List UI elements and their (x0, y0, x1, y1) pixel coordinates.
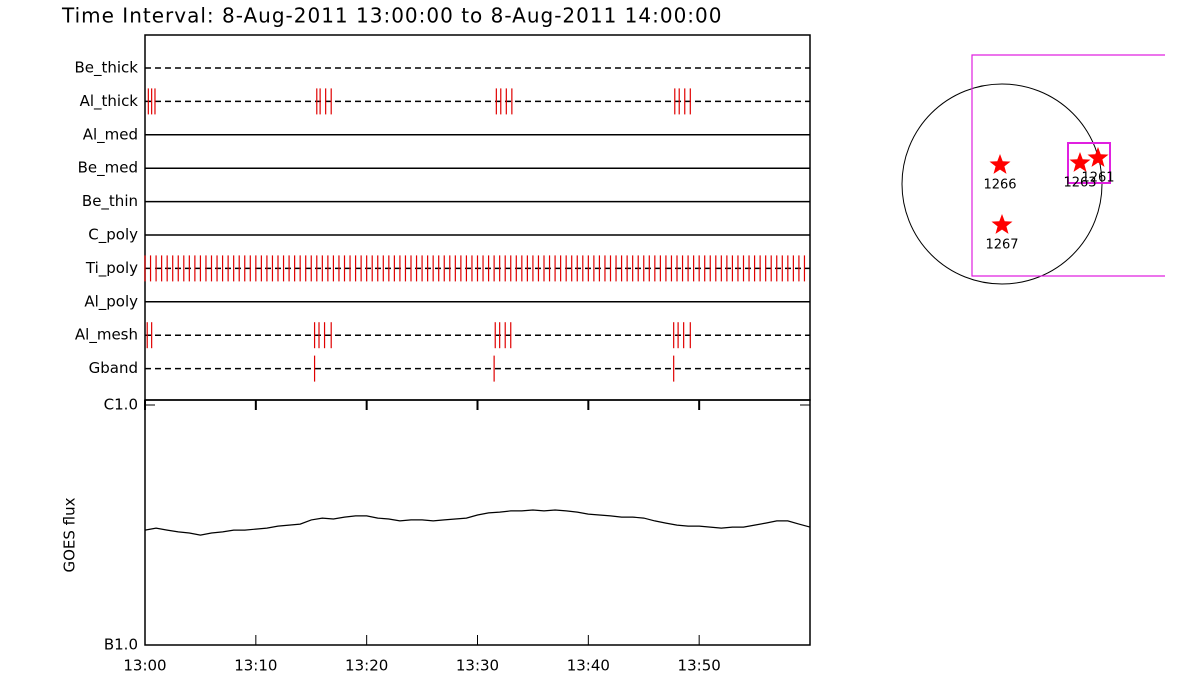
goes-frame (144, 399, 811, 646)
x-tick-label: 13:20 (345, 657, 388, 675)
region-label: 1266 (983, 178, 1016, 193)
x-tick-label: 13:50 (678, 657, 721, 675)
fov-box (971, 54, 1165, 277)
x-tick-label: 13:40 (567, 657, 610, 675)
filter-label: Be_thin (82, 192, 138, 211)
page-title: Time Interval: 8-Aug-2011 13:00:00 to 8-… (61, 4, 723, 28)
timeline-frame (144, 34, 811, 401)
filter-label: Al_thick (80, 92, 139, 111)
x-tick-label: 13:00 (123, 657, 166, 675)
filter-label: Al_mesh (75, 326, 138, 345)
filter-label: Ti_poly (85, 259, 138, 278)
goes-curve (144, 509, 811, 536)
region-label: 1263 (1063, 176, 1096, 191)
region-label: 1267 (985, 238, 1018, 253)
filter-label: C_poly (88, 226, 138, 245)
y-tick-label: C1.0 (104, 396, 138, 414)
filter-label: Be_med (78, 159, 138, 178)
x-tick-label: 13:30 (456, 657, 499, 675)
region-star (1069, 152, 1091, 172)
region-star (989, 154, 1011, 174)
filter-label: Be_thick (74, 59, 138, 78)
region-star (1087, 147, 1109, 167)
region-label: 1261 (1081, 171, 1114, 186)
filter-label: Al_poly (84, 292, 138, 311)
y-axis-label: GOES flux (61, 497, 79, 572)
filter-label: Al_med (83, 125, 138, 144)
y-tick-label: B1.0 (104, 636, 138, 654)
target-box (1067, 142, 1111, 184)
region-star (991, 214, 1013, 234)
x-tick-label: 13:10 (234, 657, 277, 675)
filter-label: Gband (89, 359, 138, 377)
